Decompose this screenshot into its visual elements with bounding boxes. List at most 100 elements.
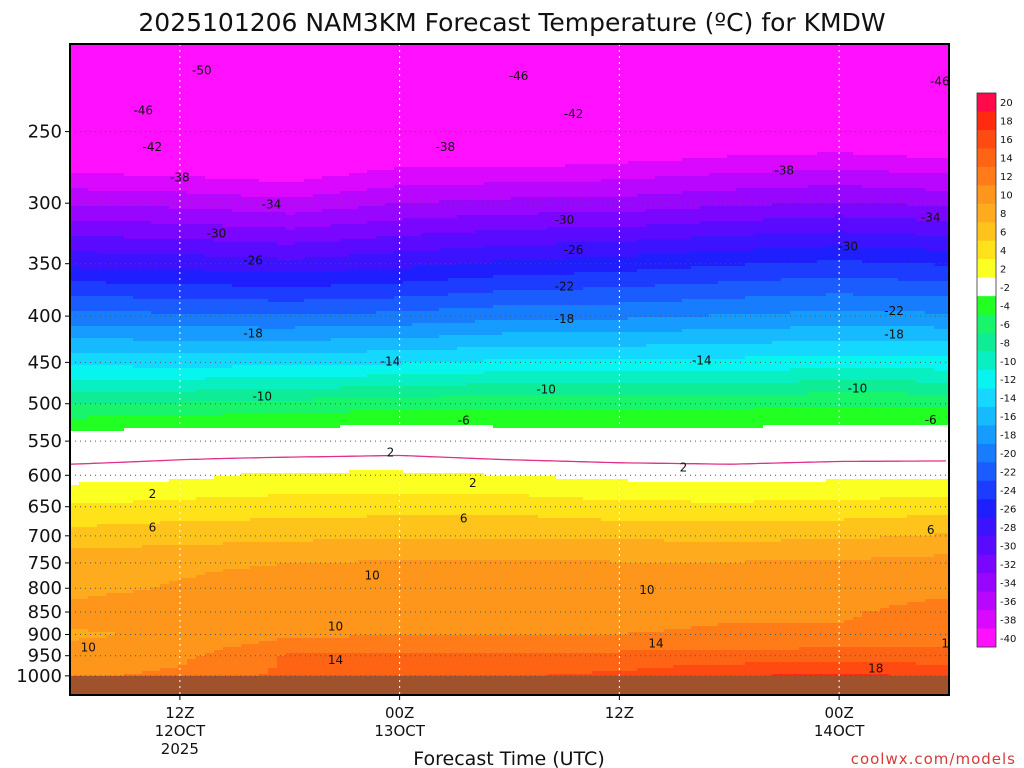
colorbar-label: 2 [1000, 264, 1006, 275]
contour-label: -18 [243, 326, 263, 340]
temperature-cell [178, 380, 188, 393]
temperature-cell [808, 407, 818, 426]
temperature-cell [628, 383, 638, 396]
x-axis-label: Forecast Time (UTC) [413, 748, 604, 768]
temperature-cell [223, 272, 233, 285]
temperature-cell [718, 359, 728, 372]
temperature-cell [565, 257, 575, 276]
temperature-cell [484, 245, 494, 264]
temperature-cell [133, 341, 143, 354]
temperature-cell [394, 338, 404, 351]
temperature-cell [241, 242, 251, 258]
temperature-cell [223, 326, 233, 342]
temperature-cell [493, 560, 503, 636]
temperature-cell [529, 497, 539, 516]
temperature-cell [385, 515, 395, 540]
temperature-cell [358, 299, 368, 315]
temperature-cell [124, 296, 134, 312]
temperature-cell [313, 518, 323, 540]
contour-label: -10 [848, 382, 868, 396]
temperature-cell [745, 542, 755, 561]
colorbar-swatch [977, 203, 996, 223]
temperature-cell [736, 359, 746, 372]
temperature-cell [322, 314, 332, 327]
temperature-cell [340, 398, 350, 414]
temperature-cell [349, 338, 359, 354]
temperature-cell [421, 473, 431, 495]
temperature-cell [637, 161, 647, 180]
temperature-cell [97, 236, 107, 255]
temperature-cell [367, 470, 377, 495]
temperature-cell [484, 494, 494, 516]
temperature-cell [898, 233, 908, 249]
temperature-cell [124, 191, 134, 207]
temperature-cell [817, 539, 827, 561]
temperature-cell [241, 299, 251, 315]
temperature-cell [250, 326, 260, 342]
temperature-cell [718, 281, 728, 300]
temperature-cell [196, 194, 206, 210]
temperature-cell [367, 386, 377, 399]
temperature-cell [88, 596, 98, 633]
temperature-cell [556, 371, 566, 384]
temperature-cell [322, 242, 332, 258]
contour-label: 10 [639, 583, 654, 597]
temperature-cell [187, 239, 197, 255]
temperature-cell [178, 545, 188, 579]
temperature-cell [448, 44, 458, 168]
temperature-cell [628, 428, 638, 483]
temperature-cell [637, 227, 647, 240]
temperature-cell [430, 362, 440, 375]
temperature-cell [601, 179, 611, 198]
temperature-cell [574, 290, 584, 306]
temperature-cell [304, 365, 314, 378]
temperature-cell [511, 560, 521, 636]
temperature-cell [160, 314, 170, 327]
temperature-cell [295, 413, 305, 429]
temperature-cell [439, 494, 449, 516]
temperature-cell [799, 248, 809, 264]
y-tick-label: 400 [28, 306, 62, 327]
temperature-cell [916, 557, 926, 603]
temperature-cell [763, 233, 773, 249]
temperature-cell [133, 176, 143, 192]
temperature-cell [655, 650, 665, 669]
temperature-cell [700, 395, 710, 411]
temperature-cell [286, 653, 296, 695]
temperature-cell [403, 236, 413, 252]
temperature-cell [907, 188, 917, 207]
temperature-cell [538, 212, 548, 231]
temperature-cell [826, 44, 836, 153]
temperature-cell [421, 425, 431, 474]
temperature-cell [214, 242, 224, 258]
temperature-cell [637, 428, 647, 483]
temperature-cell [502, 245, 512, 261]
temperature-cell [808, 44, 818, 156]
temperature-cell [214, 389, 224, 402]
temperature-cell [421, 281, 431, 297]
temperature-cell [232, 569, 242, 648]
temperature-cell [295, 44, 305, 183]
temperature-cell [844, 44, 854, 153]
temperature-cell [610, 395, 620, 411]
temperature-cell [367, 326, 377, 339]
temperature-cell [799, 233, 809, 249]
temperature-cell [556, 332, 566, 348]
temperature-cell [763, 344, 773, 357]
temperature-cell [385, 365, 395, 375]
temperature-cell [943, 236, 949, 252]
temperature-cell [250, 299, 260, 315]
temperature-cell [259, 287, 269, 300]
temperature-cell [601, 347, 611, 360]
temperature-cell [745, 329, 755, 345]
temperature-cell [241, 326, 251, 342]
temperature-cell [520, 428, 530, 477]
temperature-cell [88, 281, 98, 297]
temperature-cell [943, 554, 949, 600]
temperature-cell [862, 296, 872, 312]
temperature-cell [763, 542, 773, 561]
temperature-cell [889, 203, 899, 219]
temperature-cell [943, 395, 949, 408]
temperature-cell [754, 281, 764, 297]
temperature-cell [214, 194, 224, 210]
